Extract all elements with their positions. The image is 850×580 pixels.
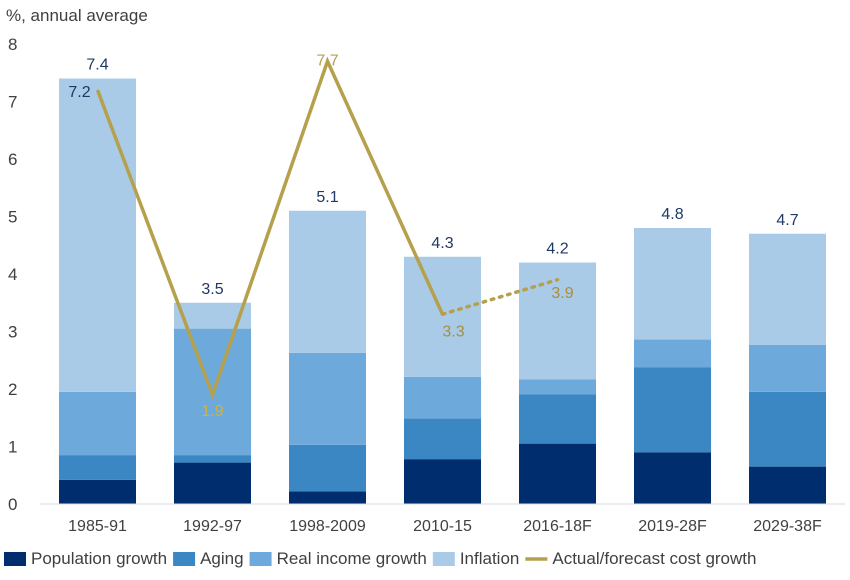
x-axis: 1985-91 1992-97 1998-2009 2010-15 2016-18F 20… — [68, 518, 822, 535]
bar-total-label: 4.2 — [546, 241, 568, 258]
y-tick-label: 8 — [8, 35, 17, 54]
bar-segment-aging — [59, 455, 136, 480]
bar-segment-real-income-growth — [519, 379, 596, 395]
bar-segment-aging — [749, 391, 826, 467]
bar-total-label: 3.5 — [201, 281, 223, 298]
cost-growth-line: 7.2 1.9 7.7 3.3 3.9 — [68, 52, 573, 420]
total-labels: 7.4 3.5 5.1 4.3 4.2 4.8 4.7 — [86, 57, 798, 298]
bar-segment-inflation — [634, 228, 711, 340]
x-tick-label: 2010-15 — [413, 518, 472, 535]
cost-growth-label: 7.7 — [316, 52, 338, 69]
cost-growth-label: 3.3 — [442, 323, 464, 340]
bar-segment-real-income-growth — [289, 352, 366, 445]
legend-label: Real income growth — [277, 549, 427, 568]
y-tick-label: 6 — [8, 150, 17, 169]
y-tick-label: 3 — [8, 323, 17, 342]
legend-swatch — [249, 552, 272, 566]
bar-segment-population-growth — [289, 491, 366, 504]
y-tick-label: 0 — [8, 495, 17, 514]
legend-label: Actual/forecast cost growth — [552, 549, 756, 568]
legend-swatch — [173, 552, 196, 566]
legend-label: Inflation — [460, 549, 520, 568]
bar-segment-real-income-growth — [59, 391, 136, 456]
bar-segment-inflation — [289, 210, 366, 353]
bar-segment-aging — [519, 394, 596, 444]
bar-segment-population-growth — [404, 459, 481, 504]
bar-segment-inflation — [519, 262, 596, 380]
legend-label: Population growth — [31, 549, 167, 568]
bar-segment-aging — [404, 418, 481, 460]
x-tick-label: 1985-91 — [68, 518, 127, 535]
bar-segment-real-income-growth — [634, 339, 711, 368]
x-tick-label: 2029-38F — [753, 518, 822, 535]
bar-total-label: 4.7 — [776, 212, 798, 229]
legend-swatch — [432, 552, 455, 566]
y-tick-label: 7 — [8, 93, 17, 112]
y-tick-label: 1 — [8, 438, 17, 457]
bar-segment-real-income-growth — [749, 344, 826, 392]
bar-total-label: 4.8 — [661, 206, 683, 223]
bar-segment-population-growth — [519, 443, 596, 504]
bar-segment-inflation — [59, 78, 136, 392]
cost-growth-label: 3.9 — [551, 285, 573, 302]
legend-swatch — [4, 552, 26, 566]
y-tick-label: 5 — [8, 208, 17, 227]
bar-segment-population-growth — [634, 452, 711, 504]
bar-segment-inflation — [749, 233, 826, 345]
cost-growth-line-actual — [95, 56, 445, 400]
x-tick-label: 2019-28F — [638, 518, 707, 535]
bar-segment-aging — [289, 444, 366, 492]
bar-total-label: 7.4 — [86, 57, 108, 74]
cost-growth-label: 1.9 — [201, 403, 223, 420]
bar-total-label: 5.1 — [316, 189, 338, 206]
x-tick-label: 1998-2009 — [289, 518, 366, 535]
y-axis-label: %, annual average — [6, 6, 148, 25]
y-tick-label: 2 — [8, 380, 17, 399]
bars — [59, 78, 826, 504]
y-axis: 0 1 2 3 4 5 6 7 8 — [8, 35, 17, 514]
bar-segment-aging — [634, 367, 711, 453]
bar-segment-population-growth — [59, 479, 136, 504]
bar-total-label: 4.3 — [431, 235, 453, 252]
legend-label: Aging — [200, 549, 243, 568]
bar-segment-aging — [174, 455, 251, 463]
bar-segment-population-growth — [174, 462, 251, 504]
bar-segment-inflation — [404, 256, 481, 377]
cost-growth-label: 7.2 — [68, 84, 90, 101]
bar-segment-population-growth — [749, 466, 826, 504]
x-tick-label: 1992-97 — [183, 518, 242, 535]
x-tick-label: 2016-18F — [523, 518, 592, 535]
legend: Population growth Aging Real income growth… — [4, 549, 756, 568]
bar-segment-real-income-growth — [404, 376, 481, 419]
cost-growth-line-forecast — [440, 278, 560, 316]
y-tick-label: 4 — [8, 265, 17, 284]
